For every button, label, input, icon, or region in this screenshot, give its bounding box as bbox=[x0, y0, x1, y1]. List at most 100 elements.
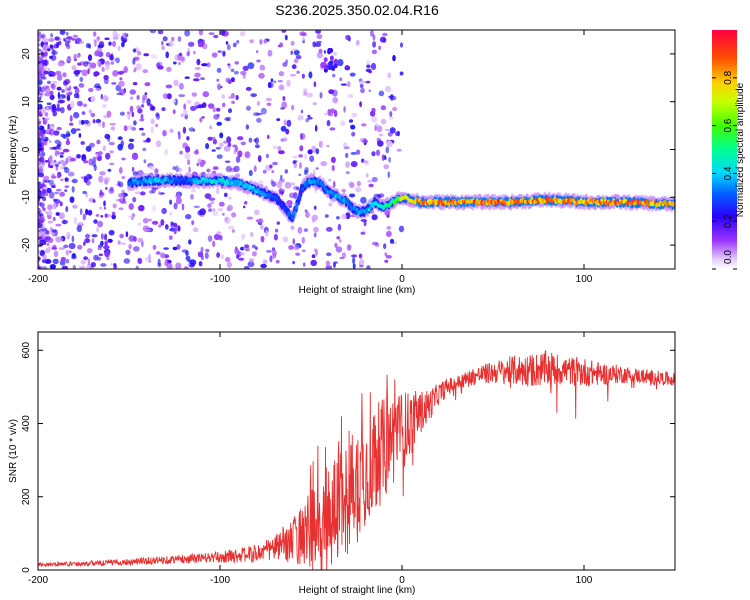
noise-speckle bbox=[223, 145, 231, 152]
noise-speckle bbox=[237, 150, 243, 158]
noise-speckle bbox=[258, 72, 265, 79]
noise-speckle bbox=[307, 116, 313, 120]
noise-speckle bbox=[151, 220, 159, 225]
noise-speckle bbox=[66, 231, 71, 239]
noise-speckle bbox=[392, 106, 398, 112]
noise-speckle bbox=[234, 70, 239, 75]
noise-speckle bbox=[56, 41, 60, 49]
noise-speckle bbox=[376, 125, 383, 133]
noise-speckle bbox=[142, 147, 147, 152]
noise-speckle bbox=[131, 152, 139, 160]
noise-speckle bbox=[38, 85, 42, 93]
noise-speckle bbox=[149, 165, 155, 170]
ridge-core bbox=[353, 206, 357, 211]
ridge-core bbox=[236, 179, 240, 184]
noise-speckle bbox=[281, 30, 287, 33]
noise-speckle bbox=[248, 137, 253, 143]
noise-speckle bbox=[45, 230, 50, 235]
figure-title: S236.2025.350.02.04.R16 bbox=[275, 2, 439, 18]
noise-speckle bbox=[262, 259, 268, 265]
noise-speckle bbox=[282, 236, 289, 243]
ridge-core bbox=[228, 181, 231, 186]
noise-speckle bbox=[175, 197, 182, 205]
noise-speckle bbox=[109, 54, 114, 61]
noise-speckle bbox=[384, 85, 392, 93]
noise-speckle bbox=[291, 48, 298, 52]
noise-speckle bbox=[38, 125, 41, 129]
noise-speckle bbox=[154, 168, 159, 174]
noise-speckle bbox=[216, 252, 221, 258]
noise-speckle bbox=[309, 155, 315, 162]
noise-speckle bbox=[326, 144, 330, 148]
noise-speckle bbox=[333, 58, 338, 64]
noise-speckle bbox=[352, 257, 356, 265]
noise-speckle bbox=[165, 51, 169, 59]
noise-speckle bbox=[296, 186, 300, 191]
noise-speckle bbox=[274, 228, 279, 233]
colorbar-tick-label: 0.0 bbox=[723, 250, 734, 264]
noise-speckle bbox=[87, 209, 93, 216]
noise-speckle bbox=[315, 167, 319, 170]
noise-speckle bbox=[38, 74, 41, 81]
noise-speckle bbox=[184, 265, 188, 269]
noise-speckle bbox=[183, 103, 187, 110]
noise-speckle bbox=[59, 155, 64, 158]
noise-speckle bbox=[351, 254, 358, 258]
noise-speckle bbox=[85, 43, 90, 49]
noise-speckle bbox=[238, 257, 245, 261]
noise-speckle bbox=[64, 40, 70, 47]
noise-speckle bbox=[371, 241, 379, 246]
noise-speckle bbox=[386, 140, 393, 148]
noise-speckle bbox=[368, 183, 374, 188]
noise-speckle bbox=[185, 255, 191, 261]
ridge-core bbox=[189, 177, 193, 182]
noise-speckle bbox=[82, 190, 87, 195]
noise-speckle bbox=[313, 232, 317, 238]
noise-speckle bbox=[49, 128, 55, 136]
noise-speckle bbox=[329, 113, 334, 117]
spectrogram-x-ticks: -200 -100 0 100 bbox=[28, 30, 593, 285]
noise-speckle bbox=[277, 146, 282, 151]
noise-speckle bbox=[293, 58, 299, 64]
noise-speckle bbox=[47, 204, 53, 211]
noise-speckle bbox=[84, 238, 91, 244]
noise-speckle bbox=[298, 173, 302, 177]
noise-speckle bbox=[108, 229, 115, 236]
noise-speckle bbox=[337, 59, 344, 67]
noise-speckle bbox=[333, 63, 338, 69]
noise-speckle bbox=[400, 42, 403, 48]
ridge-core bbox=[653, 200, 657, 205]
noise-speckle bbox=[172, 99, 176, 103]
noise-speckle bbox=[81, 155, 87, 162]
noise-speckle bbox=[216, 121, 222, 126]
noise-speckle bbox=[42, 117, 45, 120]
noise-speckle bbox=[106, 110, 112, 118]
noise-speckle bbox=[112, 70, 119, 77]
noise-speckle bbox=[332, 180, 336, 188]
noise-speckle bbox=[191, 189, 196, 193]
ridge-core bbox=[293, 210, 297, 215]
noise-speckle bbox=[105, 152, 111, 160]
noise-speckle bbox=[78, 265, 86, 269]
noise-speckle bbox=[109, 186, 114, 192]
noise-speckle bbox=[38, 236, 43, 240]
noise-speckle bbox=[119, 233, 124, 239]
noise-speckle bbox=[107, 168, 112, 172]
noise-speckle bbox=[302, 37, 305, 43]
noise-speckle bbox=[225, 41, 229, 45]
noise-speckle bbox=[88, 87, 94, 93]
noise-speckle bbox=[142, 217, 149, 224]
noise-speckle bbox=[69, 122, 74, 126]
noise-speckle bbox=[111, 211, 116, 216]
noise-speckle bbox=[244, 244, 250, 249]
noise-speckle bbox=[51, 104, 57, 111]
noise-speckle bbox=[186, 99, 192, 105]
noise-speckle bbox=[283, 119, 287, 126]
noise-speckle bbox=[236, 40, 240, 44]
noise-speckle bbox=[59, 191, 65, 197]
noise-speckle bbox=[38, 166, 43, 174]
noise-speckle bbox=[219, 132, 224, 139]
noise-speckle bbox=[221, 94, 225, 99]
ridge-core bbox=[537, 200, 540, 204]
noise-speckle bbox=[383, 243, 387, 250]
